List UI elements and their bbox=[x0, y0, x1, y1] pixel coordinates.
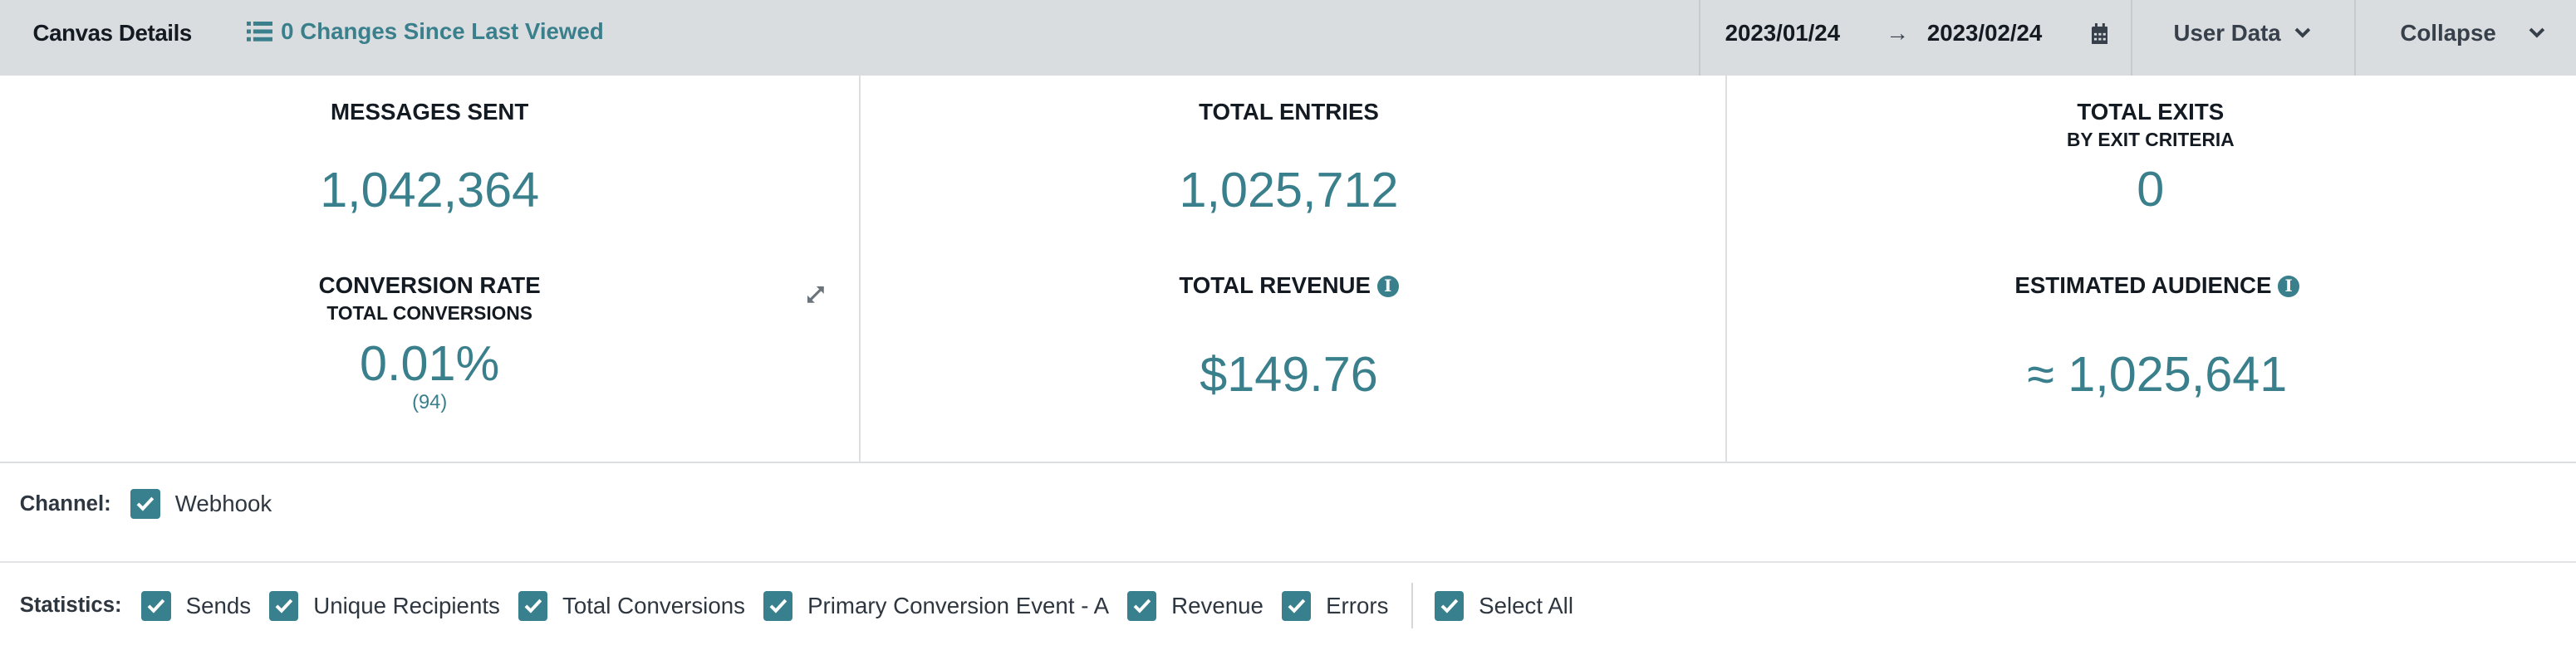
arrow-right-icon: → bbox=[1886, 19, 1910, 46]
chevron-down-icon bbox=[2529, 27, 2545, 38]
date-end[interactable]: 2023/02/24 bbox=[1926, 19, 2043, 46]
checkbox-checked-icon[interactable] bbox=[1434, 590, 1465, 621]
divider bbox=[0, 461, 2576, 463]
stat-value: 0.01% bbox=[360, 335, 500, 392]
divider bbox=[859, 75, 861, 462]
stat-label: CONVERSION RATE bbox=[318, 272, 541, 299]
stat-value: ≈ 1,025,641 bbox=[2027, 345, 2288, 402]
stat-sublabel: BY EXIT CRITERIA bbox=[2066, 128, 2235, 150]
statistics-checkbox-errors[interactable]: Errors bbox=[1281, 590, 1389, 621]
stat-label: TOTAL EXITS bbox=[2077, 98, 2225, 125]
changes-since-last-viewed-link[interactable]: 0 Changes Since Last Viewed bbox=[246, 17, 604, 45]
statistics-checkbox-unique-recipients[interactable]: Unique Recipients bbox=[268, 590, 500, 621]
statistics-label: Statistics: bbox=[19, 594, 122, 618]
statistics-checkbox-sends[interactable]: Sends bbox=[141, 590, 252, 621]
checkbox-label: Sends bbox=[185, 592, 252, 618]
expand-icon[interactable] bbox=[805, 284, 827, 305]
channel-checkbox-webhook[interactable]: Webhook bbox=[130, 489, 272, 519]
checkbox-checked-icon[interactable] bbox=[141, 590, 171, 621]
stat-label: MESSAGES SENT bbox=[330, 98, 529, 125]
canvas-details-header bbox=[0, 0, 2576, 76]
checkbox-label: Select All bbox=[1479, 592, 1573, 618]
total-entries-stat: TOTAL ENTRIES 1,025,712 bbox=[859, 99, 1718, 219]
stat-sublabel: TOTAL CONVERSIONS bbox=[326, 302, 532, 325]
divider bbox=[1411, 583, 1414, 629]
page-title: Canvas Details bbox=[32, 19, 193, 46]
checkbox-label: Unique Recipients bbox=[313, 592, 500, 618]
stat-label: ESTIMATED AUDIENCE bbox=[2014, 272, 2272, 299]
divider bbox=[1698, 0, 1700, 76]
total-revenue-stat: TOTAL REVENUE i $149.76 bbox=[859, 272, 1718, 402]
channel-filter: Channel: Webhook bbox=[20, 489, 290, 519]
divider bbox=[2131, 0, 2133, 76]
list-icon bbox=[246, 21, 273, 42]
total-conversions-count: (94) bbox=[412, 392, 448, 414]
checkbox-checked-icon[interactable] bbox=[763, 590, 793, 621]
divider bbox=[0, 561, 2576, 564]
divider bbox=[2354, 0, 2356, 76]
conversion-rate-stat: CONVERSION RATE TOTAL CONVERSIONS 0.01% … bbox=[0, 272, 859, 414]
stat-value: 0 bbox=[2137, 161, 2165, 217]
checkbox-label: Errors bbox=[1326, 592, 1389, 618]
checkbox-checked-icon[interactable] bbox=[130, 489, 160, 519]
checkbox-checked-icon[interactable] bbox=[1126, 590, 1157, 621]
user-data-dropdown[interactable]: User Data bbox=[2173, 20, 2310, 46]
checkbox-label: Revenue bbox=[1171, 592, 1263, 618]
checkbox-label: Primary Conversion Event - A bbox=[807, 592, 1110, 618]
stat-value: 1,042,364 bbox=[320, 162, 540, 218]
statistics-checkbox-select-all[interactable]: Select All bbox=[1434, 590, 1573, 621]
chevron-down-icon bbox=[2294, 27, 2310, 38]
info-icon[interactable]: i bbox=[1376, 276, 1399, 298]
statistics-checkbox-primary-conversion-event[interactable]: Primary Conversion Event - A bbox=[763, 590, 1110, 621]
checkbox-checked-icon[interactable] bbox=[518, 590, 548, 621]
divider bbox=[1725, 75, 1727, 462]
stat-label: TOTAL REVENUE bbox=[1179, 272, 1371, 299]
checkbox-label: Webhook bbox=[174, 491, 272, 517]
stat-label: TOTAL ENTRIES bbox=[1199, 98, 1379, 125]
user-data-label: User Data bbox=[2173, 19, 2281, 46]
channel-label: Channel: bbox=[19, 491, 111, 516]
collapse-label: Collapse bbox=[2400, 19, 2496, 46]
statistics-filter: Statistics: Sends Unique Recipients Tota… bbox=[19, 583, 1592, 629]
estimated-audience-stat: ESTIMATED AUDIENCE i ≈ 1,025,641 bbox=[1725, 272, 2576, 402]
checkbox-checked-icon[interactable] bbox=[1281, 590, 1312, 621]
total-exits-stat: TOTAL EXITS BY EXIT CRITERIA 0 bbox=[1725, 99, 2576, 218]
stat-value: $149.76 bbox=[1200, 345, 1378, 402]
calendar-icon[interactable] bbox=[2091, 22, 2108, 45]
stat-value: 1,025,712 bbox=[1179, 162, 1399, 218]
date-start[interactable]: 2023/01/24 bbox=[1725, 19, 1841, 46]
changes-label: 0 Changes Since Last Viewed bbox=[281, 17, 604, 44]
messages-sent-stat: MESSAGES SENT 1,042,364 bbox=[0, 99, 859, 219]
statistics-checkbox-revenue[interactable]: Revenue bbox=[1126, 590, 1263, 621]
checkbox-checked-icon[interactable] bbox=[268, 590, 299, 621]
info-icon[interactable]: i bbox=[2278, 276, 2300, 298]
checkbox-label: Total Conversions bbox=[562, 592, 745, 618]
statistics-checkbox-total-conversions[interactable]: Total Conversions bbox=[518, 590, 745, 621]
collapse-dropdown[interactable]: Collapse bbox=[2400, 20, 2545, 46]
